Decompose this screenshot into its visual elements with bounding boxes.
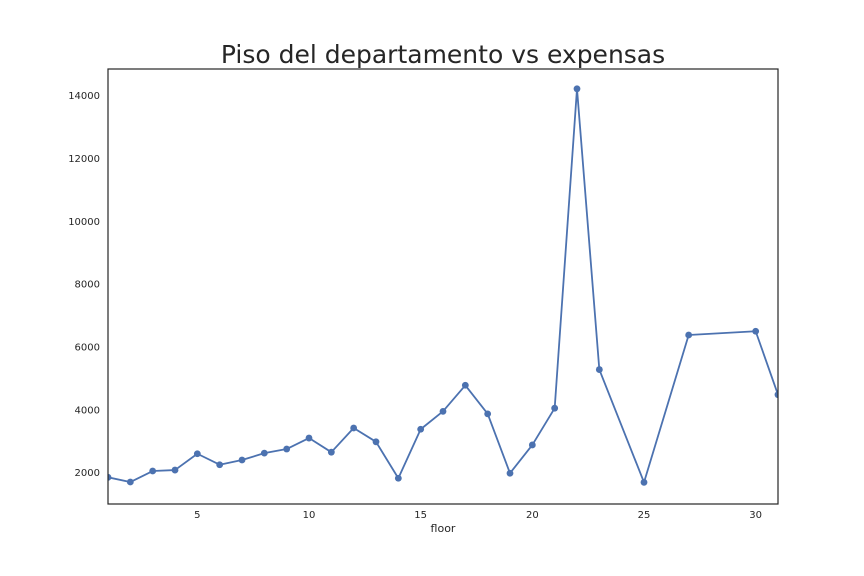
y-tick-label: 2000 <box>75 468 100 479</box>
x-axis-label: floor <box>431 522 456 535</box>
data-point <box>327 448 335 456</box>
axis-ticks: 5 10 15 20 25 30 2000 4000 6000 8000 10000 12000 140… <box>68 91 762 521</box>
data-point <box>640 478 648 486</box>
x-tick-label: 5 <box>194 510 200 521</box>
data-point <box>372 438 380 446</box>
data-point <box>171 466 179 474</box>
data-point <box>216 461 224 469</box>
data-point <box>305 434 313 442</box>
x-tick-label: 30 <box>749 510 762 521</box>
data-point <box>528 441 536 449</box>
data-point <box>484 410 492 418</box>
data-point <box>506 469 514 477</box>
data-point <box>752 327 760 335</box>
series-line <box>108 87 778 484</box>
x-tick-label: 10 <box>303 510 316 521</box>
x-tick-label: 20 <box>526 510 539 521</box>
plot-data <box>108 85 778 486</box>
data-point <box>417 425 425 433</box>
x-tick-label: 15 <box>414 510 427 521</box>
data-point <box>238 456 246 464</box>
plot-frame <box>107 68 779 505</box>
data-point <box>108 473 112 481</box>
data-point <box>685 331 693 339</box>
data-point <box>283 445 291 453</box>
data-point <box>394 474 402 482</box>
y-tick-label: 4000 <box>75 405 100 416</box>
y-tick-label: 12000 <box>68 154 100 165</box>
y-tick-label: 6000 <box>75 342 100 353</box>
data-point <box>260 449 268 457</box>
data-point <box>439 407 447 415</box>
data-point <box>149 467 157 475</box>
chart-title: Piso del departamento vs expensas <box>221 40 665 69</box>
data-point <box>126 478 134 486</box>
y-tick-label: 8000 <box>75 280 100 291</box>
data-point <box>573 85 581 93</box>
data-point <box>461 381 469 389</box>
x-tick-label: 25 <box>638 510 651 521</box>
data-point <box>774 391 778 399</box>
y-tick-label: 14000 <box>68 91 100 102</box>
data-point <box>350 424 358 432</box>
data-point <box>193 450 201 458</box>
y-tick-label: 10000 <box>68 217 100 228</box>
data-point <box>595 366 603 373</box>
data-point <box>551 404 559 412</box>
